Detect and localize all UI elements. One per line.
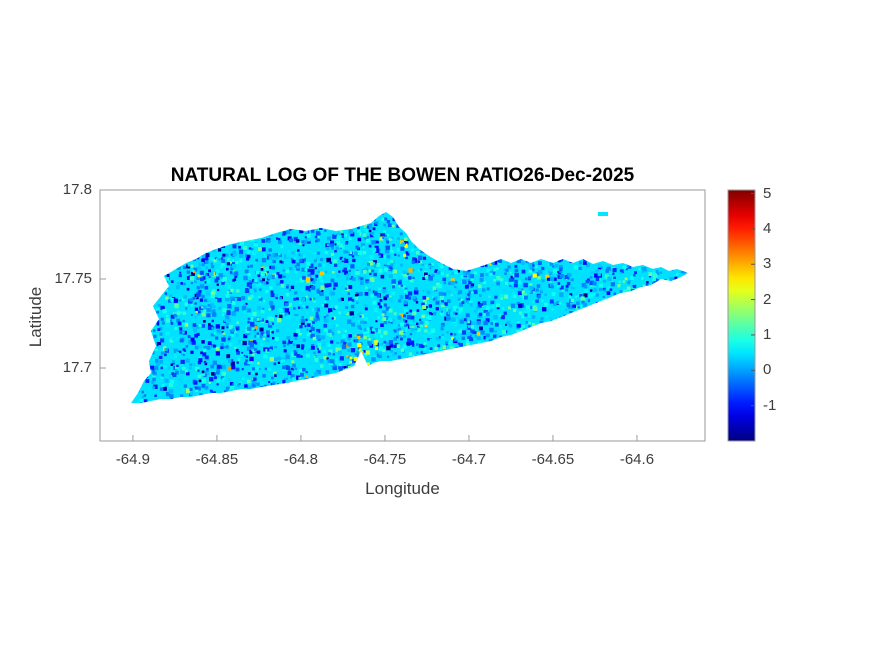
colorbar-tick-label: 4 [763, 219, 772, 237]
colorbar-tick-label: 0 [763, 361, 772, 379]
x-tick-label: -64.6 [619, 451, 655, 468]
colorbar-tick-label: 1 [763, 325, 772, 343]
x-tick-label: -64.9 [115, 451, 151, 468]
colorbar-tick-label: 3 [763, 255, 772, 273]
colorbar [727, 189, 756, 442]
x-tick-label: -64.7 [451, 451, 487, 468]
x-tick-label: -64.8 [283, 451, 319, 468]
y-tick-label: 17.8 [62, 181, 92, 198]
chart-title: NATURAL LOG OF THE BOWEN RATIO26-Dec-202… [170, 165, 635, 186]
colorbar-tick-label: 5 [763, 184, 772, 202]
x-axis-label: Longitude [365, 479, 440, 498]
offshore-cay [598, 212, 608, 216]
island-heatmap [131, 212, 688, 403]
y-tick-label: 17.7 [62, 359, 92, 376]
colorbar-tick-label: 2 [763, 290, 772, 308]
x-tick-label: -64.75 [363, 451, 407, 468]
y-tick-label: 17.75 [54, 270, 92, 287]
colorbar-tick-label: -1 [763, 396, 777, 414]
x-tick-label: -64.65 [531, 451, 575, 468]
axes-box [99, 189, 706, 442]
x-tick-label: -64.85 [195, 451, 239, 468]
